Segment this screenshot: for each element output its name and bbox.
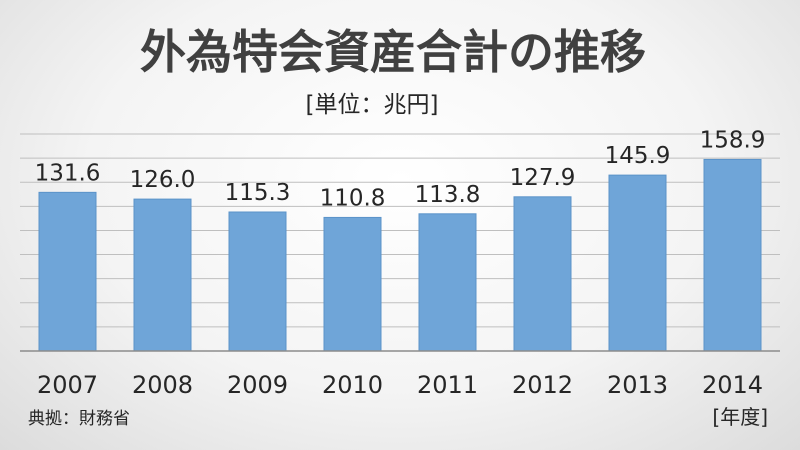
source-note: 典拠：財務省	[28, 409, 130, 429]
bar	[608, 174, 667, 352]
x-tick-label: 2010	[322, 371, 383, 399]
x-tick-label: 2013	[607, 371, 668, 399]
unit-label: [単位：兆円]	[306, 92, 439, 118]
x-axis-unit: [年度]	[712, 405, 768, 429]
data-label: 126.0	[130, 167, 196, 193]
bar-series	[38, 158, 762, 352]
data-label: 131.6	[35, 160, 101, 186]
data-label: 115.3	[225, 180, 291, 206]
data-label: 145.9	[605, 143, 671, 169]
x-tick-labels: 2007 2008 2009 2010 2011 2012 2013 2014	[37, 371, 763, 399]
x-tick-label: 2012	[512, 371, 573, 399]
chart-title: 外為特会資産合計の推移	[140, 25, 646, 79]
data-labels: 131.6 126.0 115.3 110.8 113.8 127.9 145.9 158.9	[35, 127, 766, 211]
bar	[323, 216, 382, 352]
data-label: 113.8	[415, 182, 481, 208]
bar	[133, 198, 192, 352]
data-label: 110.8	[320, 185, 386, 211]
x-tick-label: 2014	[702, 371, 763, 399]
x-tick-label: 2007	[37, 371, 98, 399]
bar	[418, 213, 477, 352]
x-tick-label: 2009	[227, 371, 288, 399]
x-tick-label: 2011	[417, 371, 478, 399]
bar	[228, 211, 287, 352]
data-label: 127.9	[510, 165, 576, 191]
bar	[38, 191, 97, 352]
data-label: 158.9	[700, 127, 766, 153]
x-tick-label: 2008	[132, 371, 193, 399]
bar	[703, 158, 762, 352]
bar	[513, 196, 572, 352]
